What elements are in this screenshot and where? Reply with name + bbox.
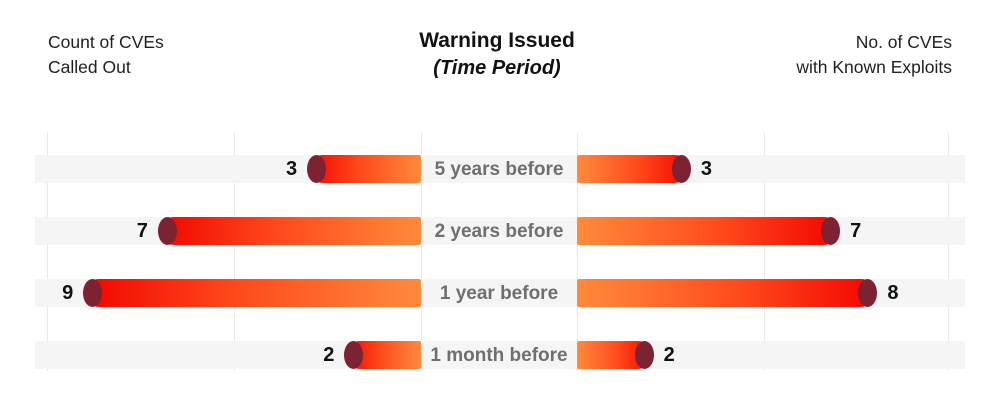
gridline — [421, 133, 422, 371]
left-axis-title-line2: Called Out — [48, 57, 131, 77]
left-bar — [83, 279, 421, 307]
chart-title-block: Warning Issued (Time Period) — [347, 27, 647, 82]
right-bar — [577, 341, 654, 369]
gridline — [47, 133, 48, 371]
gridline — [764, 133, 765, 371]
gridline — [234, 133, 235, 371]
category-label: 2 years before — [434, 221, 564, 242]
left-value-label: 2 — [323, 344, 335, 366]
category-label: 1 month before — [430, 345, 568, 366]
category-label: 1 year before — [439, 283, 559, 304]
right-axis-title-line1: No. of CVEs — [855, 32, 952, 52]
left-value-label: 9 — [62, 282, 74, 304]
right-value-label: 2 — [663, 344, 675, 366]
category-label: 5 years before — [434, 159, 564, 180]
right-value-label: 3 — [700, 158, 713, 180]
left-value-label: 3 — [285, 158, 298, 180]
gridline — [948, 133, 949, 371]
bar-cap-icon — [307, 155, 327, 183]
right-bar — [577, 279, 878, 307]
left-axis-title-line1: Count of CVEs — [48, 32, 164, 52]
left-bar — [307, 155, 421, 183]
left-bar — [157, 217, 421, 245]
chart-subtitle: (Time Period) — [433, 57, 561, 79]
bar-cap-icon — [858, 279, 878, 307]
bar-cap-icon — [634, 341, 654, 369]
bar-cap-icon — [821, 217, 841, 245]
right-bar — [577, 217, 841, 245]
right-axis-title-line2: with Known Exploits — [796, 57, 952, 77]
right-value-label: 7 — [850, 220, 862, 242]
right-value-label: 8 — [887, 282, 899, 304]
left-axis-title: Count of CVEs Called Out — [48, 30, 164, 80]
bar-cap-icon — [671, 155, 691, 183]
right-bar — [577, 155, 691, 183]
right-axis-title: No. of CVEs with Known Exploits — [796, 30, 952, 80]
left-bar — [344, 341, 421, 369]
gridline — [577, 133, 578, 371]
row-strip — [35, 155, 965, 183]
left-value-label: 7 — [136, 220, 148, 242]
bar-cap-icon — [83, 279, 103, 307]
row-strip — [35, 341, 965, 369]
bar-cap-icon — [157, 217, 177, 245]
bar-cap-icon — [344, 341, 364, 369]
chart-title: Warning Issued — [419, 29, 575, 52]
